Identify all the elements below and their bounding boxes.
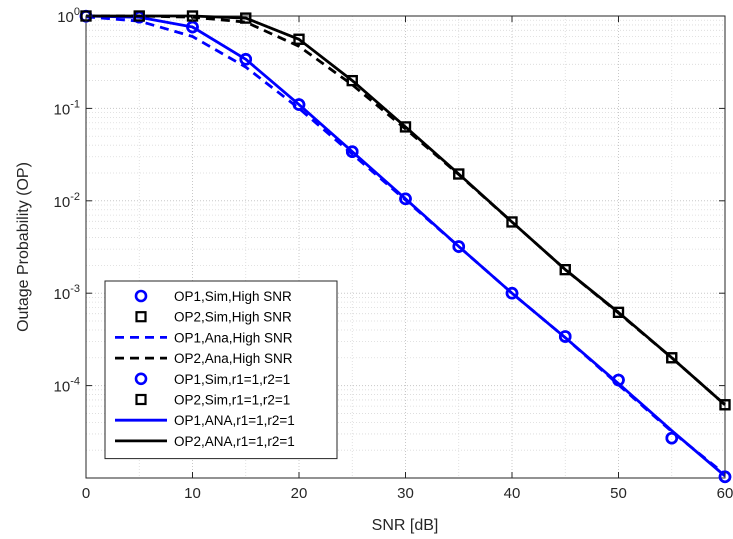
legend-marker: [134, 289, 148, 303]
legend: OP1,Sim,High SNR OP2,Sim,High SNR OP1,Ana,…: [104, 280, 338, 460]
data-point: [505, 286, 519, 300]
data-point: [612, 373, 625, 387]
y-axis-label: Outage Probability (OP): [15, 162, 32, 332]
legend-label: OP1,Sim,High SNR: [174, 289, 292, 304]
x-tick-label: 50: [610, 485, 627, 502]
legend-box: [104, 280, 338, 460]
y-tick-label: 10-1: [54, 98, 80, 118]
x-tick-label: 10: [184, 485, 201, 502]
x-tick-label: 40: [504, 485, 521, 502]
data-point: [665, 431, 679, 445]
axis-ticks: 0 10 20 30 40 50 60 100 10-1 10-2 10-3 10-4: [54, 6, 733, 502]
data-point: [345, 145, 359, 158]
y-tick-label: 100: [57, 6, 80, 26]
data-point: [453, 168, 465, 180]
data-point: [558, 330, 572, 343]
x-tick-label: 0: [82, 485, 90, 502]
data-point: [399, 192, 412, 206]
data-point: [718, 470, 732, 484]
x-tick-label: 20: [291, 485, 308, 502]
y-tick-label: 10-3: [54, 283, 80, 303]
data-point: [452, 240, 466, 253]
y-tick-label: 10-4: [54, 376, 80, 396]
data-point: [612, 306, 625, 318]
legend-marker: [135, 393, 147, 406]
data-point: [346, 74, 358, 87]
data-point: [399, 121, 412, 133]
legend-label: OP2,Sim,High SNR: [174, 310, 292, 325]
legend-label: OP1,Sim,r1=1,r2=1: [174, 372, 290, 387]
x-tick-label: 30: [397, 485, 414, 502]
data-point: [293, 33, 305, 45]
x-axis-label: SNR [dB]: [372, 517, 439, 534]
legend-label: OP1,Ana,High SNR: [174, 330, 293, 345]
series-line: [85, 14, 726, 478]
x-tick-label: 60: [717, 485, 733, 502]
data-point: [666, 352, 678, 364]
legend-marker: [134, 372, 148, 386]
legend-label: OP2,ANA,r1=1,r2=1: [174, 434, 295, 449]
legend-label: OP2,Ana,High SNR: [174, 351, 293, 366]
legend-label: OP2,Sim,r1=1,r2=1: [174, 393, 290, 408]
data-point: [559, 264, 571, 276]
data-point: [239, 52, 253, 66]
y-tick-label: 10-2: [54, 191, 80, 211]
data-point: [186, 20, 199, 34]
data-point: [133, 10, 145, 22]
legend-label: OP1,ANA,r1=1,r2=1: [174, 413, 295, 428]
data-point: [240, 12, 252, 24]
legend-marker: [135, 311, 147, 323]
data-point: [292, 98, 306, 111]
data-point: [506, 216, 518, 228]
data-point: [719, 399, 731, 411]
